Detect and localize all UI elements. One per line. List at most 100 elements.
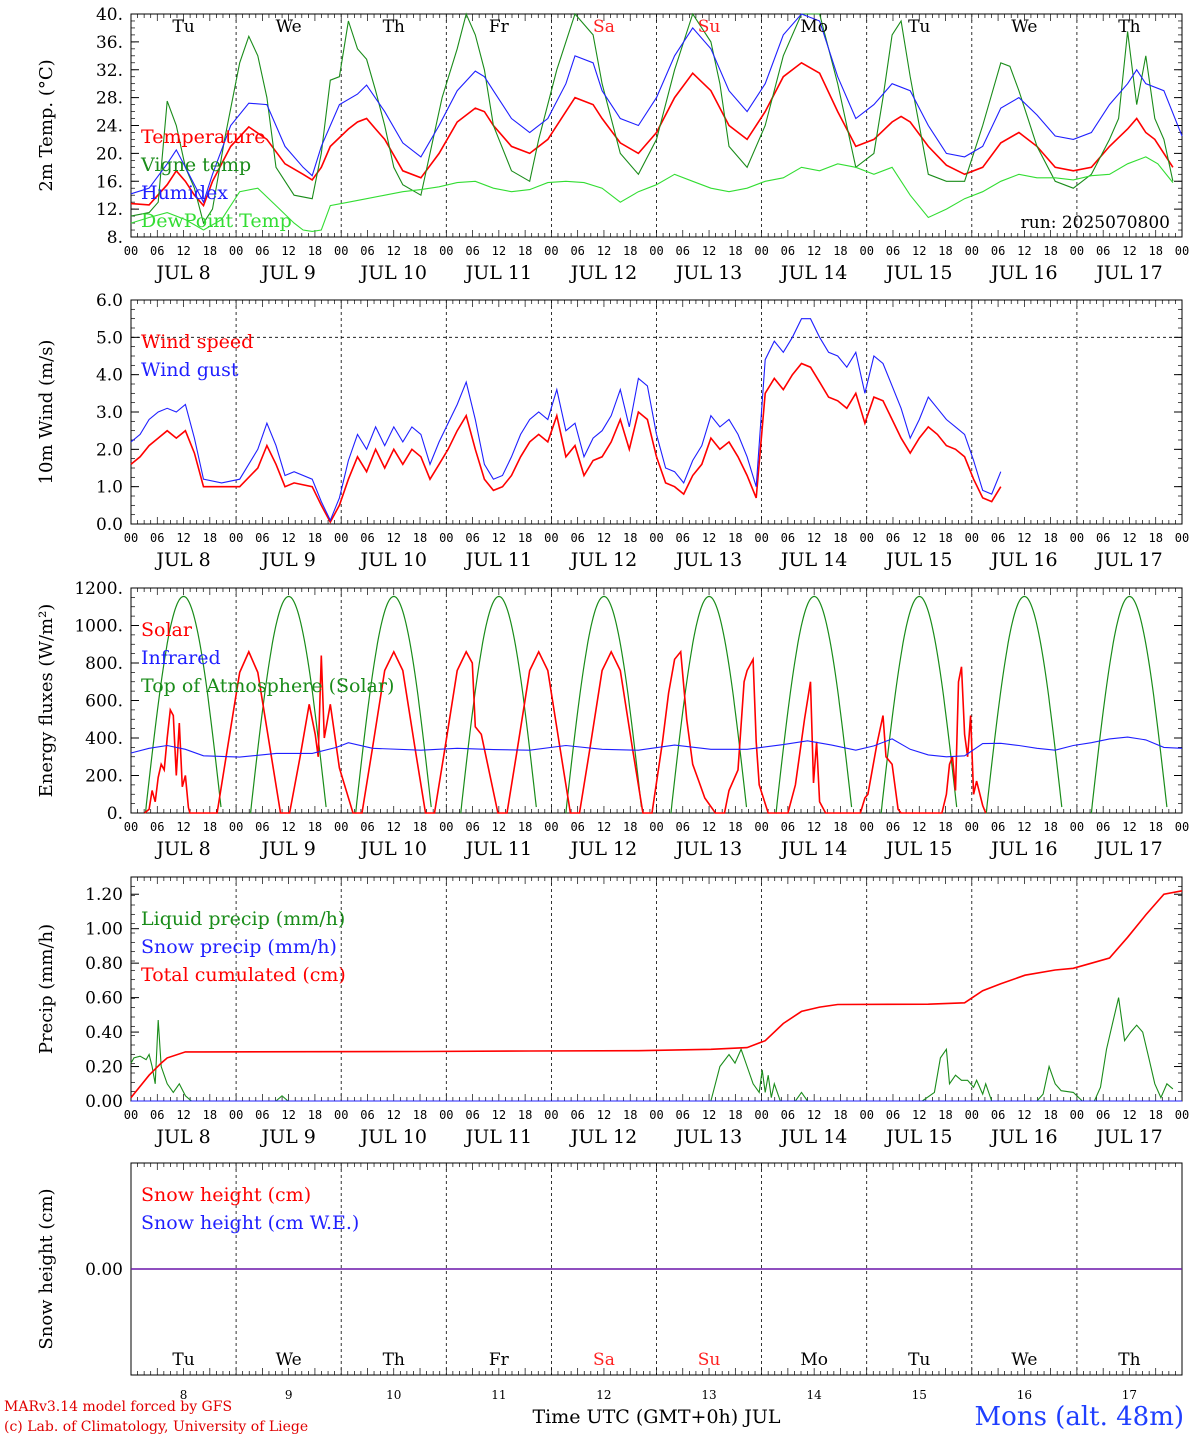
hour-tick-label: 12 (912, 531, 926, 545)
date-label: JUL 13 (674, 1126, 742, 1148)
date-label: JUL 8 (154, 549, 210, 571)
weekday-label: Sa (593, 17, 615, 37)
legend-wind-speed: Wind speed (141, 331, 253, 353)
date-label: JUL 10 (359, 262, 427, 284)
hour-tick-label: 00 (1070, 1108, 1084, 1122)
hour-tick-label: 06 (570, 820, 584, 834)
hour-tick-label: 06 (465, 820, 479, 834)
date-label: JUL 16 (989, 838, 1057, 860)
hour-tick-label: 18 (623, 531, 637, 545)
hour-tick-label: 06 (465, 531, 479, 545)
y-tick-label: 28. (96, 89, 123, 109)
y-tick-label: 0.00 (85, 1260, 123, 1280)
hour-tick-label: 00 (1175, 1108, 1189, 1122)
hour-tick-label: 06 (360, 820, 374, 834)
weekday-label: Th (1118, 17, 1140, 37)
legend-top-of-atmosphere-solar-: Top of Atmosphere (Solar) (141, 675, 394, 697)
hour-tick-label: 18 (308, 244, 322, 258)
weekday-label: Su (698, 1350, 721, 1370)
weekday-label: Th (1118, 1350, 1140, 1370)
hour-tick-label: 18 (1043, 244, 1057, 258)
hour-tick-label: 06 (676, 244, 690, 258)
date-label: JUL 16 (989, 1126, 1057, 1148)
hour-tick-label: 18 (413, 531, 427, 545)
hour-tick-label: 18 (938, 820, 952, 834)
hour-tick-label: 12 (387, 531, 401, 545)
date-label: JUL 14 (779, 1126, 847, 1148)
hour-tick-label: 00 (649, 244, 663, 258)
hour-tick-label: 12 (702, 1108, 716, 1122)
date-label: JUL 17 (1094, 549, 1162, 571)
series-vigne-temp (130, 12, 1174, 225)
hour-tick-label: 06 (1096, 820, 1110, 834)
hour-tick-label: 06 (150, 820, 164, 834)
hour-tick-label: 12 (702, 531, 716, 545)
date-label: JUL 14 (779, 549, 847, 571)
hour-tick-label: 12 (702, 820, 716, 834)
hour-tick-label: 06 (676, 820, 690, 834)
day-number-label: 14 (807, 1388, 823, 1402)
date-label: JUL 15 (884, 1126, 952, 1148)
hour-tick-label: 06 (465, 244, 479, 258)
weekday-label: We (276, 1350, 302, 1370)
weekday-label: Tu (908, 17, 930, 37)
hour-tick-label: 06 (360, 1108, 374, 1122)
weekday-label: Sa (593, 1350, 615, 1370)
hour-tick-label: 00 (334, 1108, 348, 1122)
y-tick-label: 200. (85, 767, 123, 787)
hour-tick-label: 12 (597, 820, 611, 834)
series-dewpoint-temp (130, 156, 1174, 232)
hour-tick-label: 00 (1070, 531, 1084, 545)
hour-tick-label: 00 (649, 1108, 663, 1122)
hour-tick-label: 06 (781, 244, 795, 258)
legend-total-cumulated-cm-: Total cumulated (cm) (141, 964, 346, 986)
legend-snow-height-cm-w-e-: Snow height (cm W.E.) (141, 1212, 359, 1234)
hour-tick-label: 18 (938, 531, 952, 545)
hour-tick-label: 12 (1122, 820, 1136, 834)
hour-tick-label: 06 (150, 531, 164, 545)
date-label: JUL 17 (1094, 262, 1162, 284)
y-tick-label: 400. (85, 729, 123, 749)
hour-tick-label: 06 (676, 531, 690, 545)
day-number-label: 11 (491, 1388, 506, 1402)
y-axis-label: Snow height (cm) (36, 1188, 57, 1349)
y-tick-label: 0.20 (85, 1058, 123, 1078)
series-wind-gust (130, 318, 1002, 522)
y-tick-label: 5.0 (96, 328, 123, 348)
legend-dewpoint-temp: DewPoint Temp (141, 210, 292, 232)
day-number-label: 9 (285, 1388, 293, 1402)
y-axis-label: Precip (mm/h) (36, 924, 57, 1054)
legend-solar: Solar (141, 619, 193, 641)
y-axis-label: Energy fluxes (W/m²) (36, 604, 57, 798)
hour-tick-label: 12 (281, 244, 295, 258)
panel-frame (130, 299, 1183, 525)
date-label: JUL 10 (359, 838, 427, 860)
hour-tick-label: 06 (781, 820, 795, 834)
hour-tick-label: 18 (203, 244, 217, 258)
weekday-label: Mo (800, 1350, 828, 1370)
date-label: JUL 10 (359, 1126, 427, 1148)
date-label: JUL 9 (259, 838, 315, 860)
hour-tick-label: 06 (255, 820, 269, 834)
date-label: JUL 13 (674, 262, 742, 284)
hour-tick-label: 18 (308, 1108, 322, 1122)
hour-tick-label: 12 (912, 244, 926, 258)
hour-tick-label: 00 (1175, 531, 1189, 545)
x-axis-label: Time UTC (GMT+0h) JUL (533, 1406, 781, 1428)
hour-tick-label: 06 (1096, 244, 1110, 258)
hour-tick-label: 06 (886, 820, 900, 834)
hour-tick-label: 00 (1070, 820, 1084, 834)
hour-tick-label: 18 (1148, 1108, 1162, 1122)
series-liquid-precip-mm-h- (130, 997, 1174, 1102)
series-humidex (130, 13, 1183, 204)
series-temperature (130, 61, 1174, 208)
hour-tick-label: 06 (255, 531, 269, 545)
date-label: JUL 17 (1094, 1126, 1162, 1148)
weekday-label: We (1011, 17, 1037, 37)
day-number-label: 13 (701, 1388, 716, 1402)
y-tick-label: 32. (96, 61, 123, 81)
hour-tick-label: 18 (308, 531, 322, 545)
hour-tick-label: 12 (492, 820, 506, 834)
y-tick-label: 0.40 (85, 1023, 123, 1043)
hour-tick-label: 00 (649, 820, 663, 834)
